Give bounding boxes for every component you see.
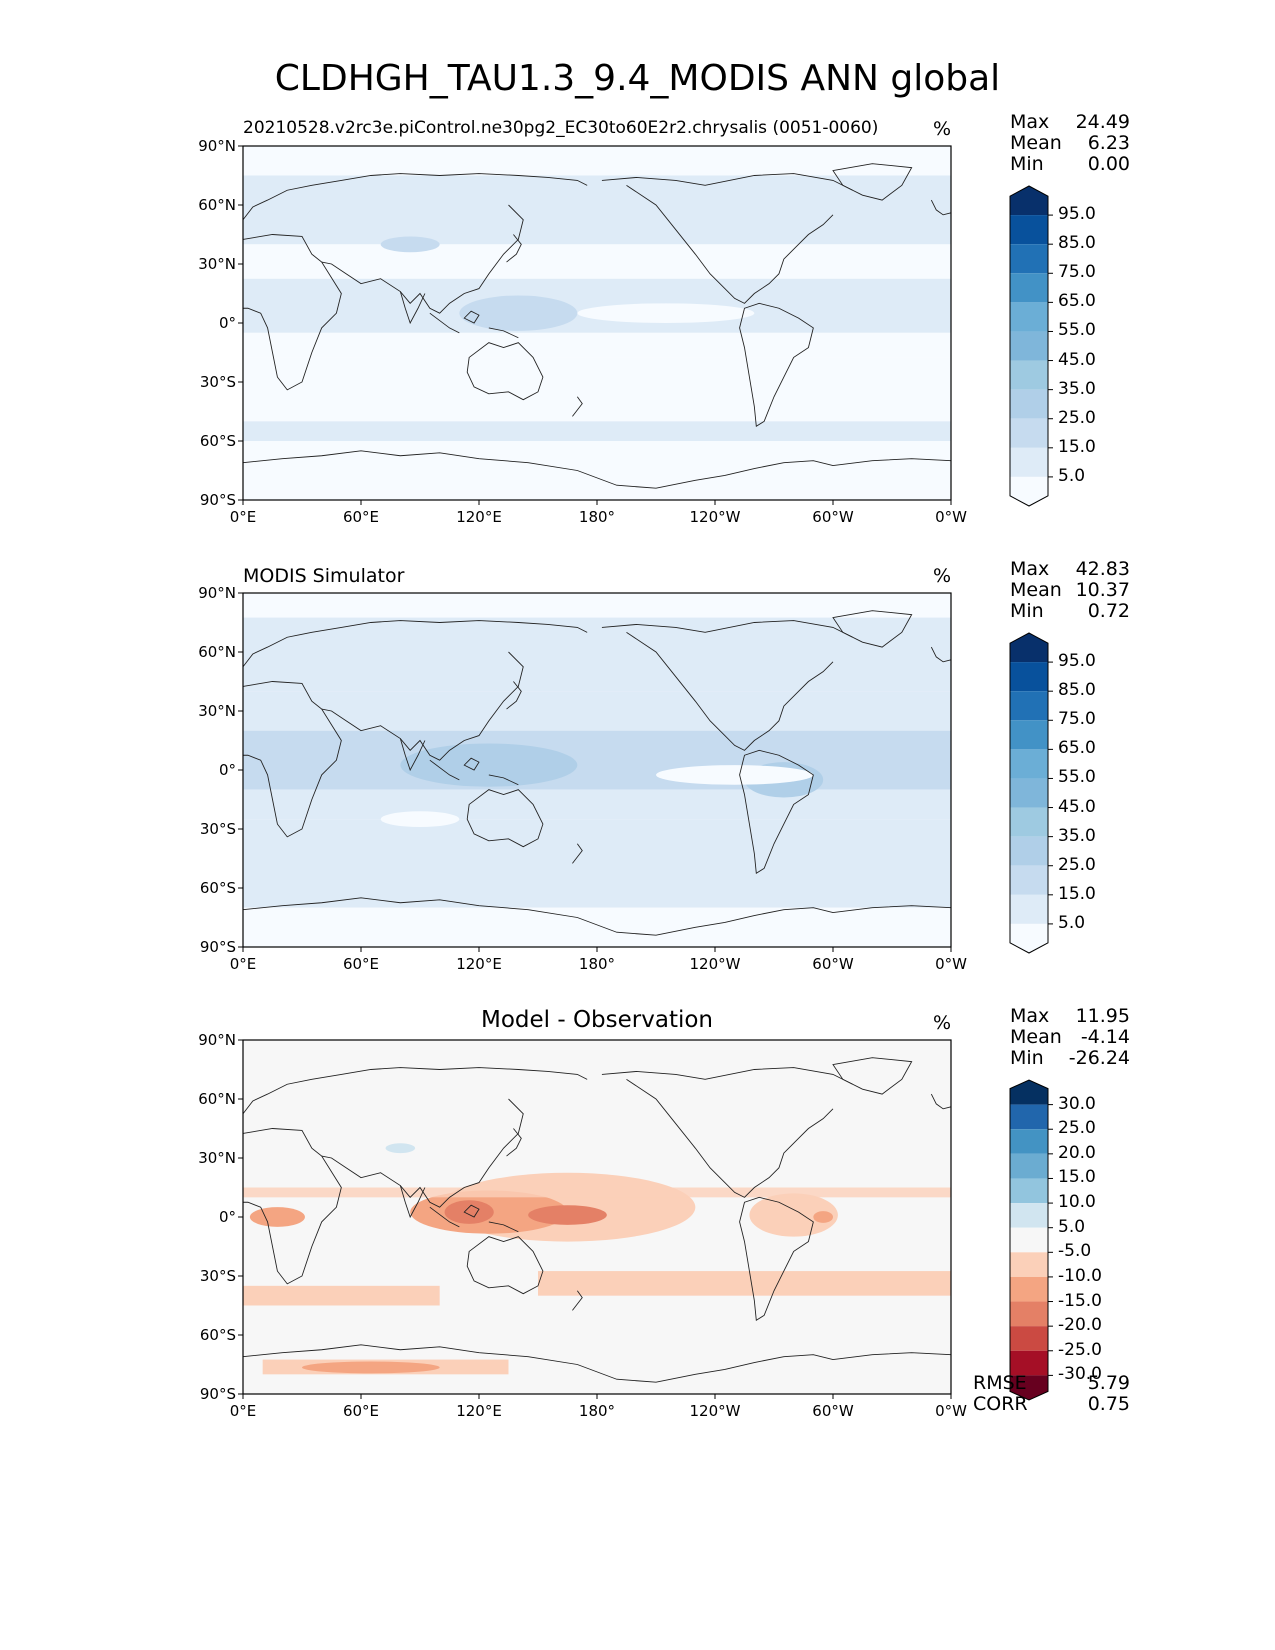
field-band [243,244,951,279]
map-panel-2 [238,592,952,952]
field-band [243,819,951,888]
figure-title: CLDHGH_TAU1.3_9.4_MODIS ANN global [274,58,1001,99]
field-band [243,730,951,790]
field-band [243,907,951,947]
colorbar-2 [1009,632,1053,954]
field-band [243,691,951,731]
field-band [243,278,951,294]
field-band [243,789,951,820]
field-band [243,888,951,908]
field-band [243,617,951,692]
field-band [243,332,951,358]
colorbar-3 [1009,1079,1053,1401]
field-band [243,357,951,422]
map-panel-3 [238,1039,952,1399]
map-panel-1 [238,145,952,505]
field-band [243,593,951,618]
colorbar-1 [1009,185,1053,507]
field-band [243,441,951,500]
field-band [243,175,951,245]
field-band [243,146,951,176]
field-band [243,421,951,441]
